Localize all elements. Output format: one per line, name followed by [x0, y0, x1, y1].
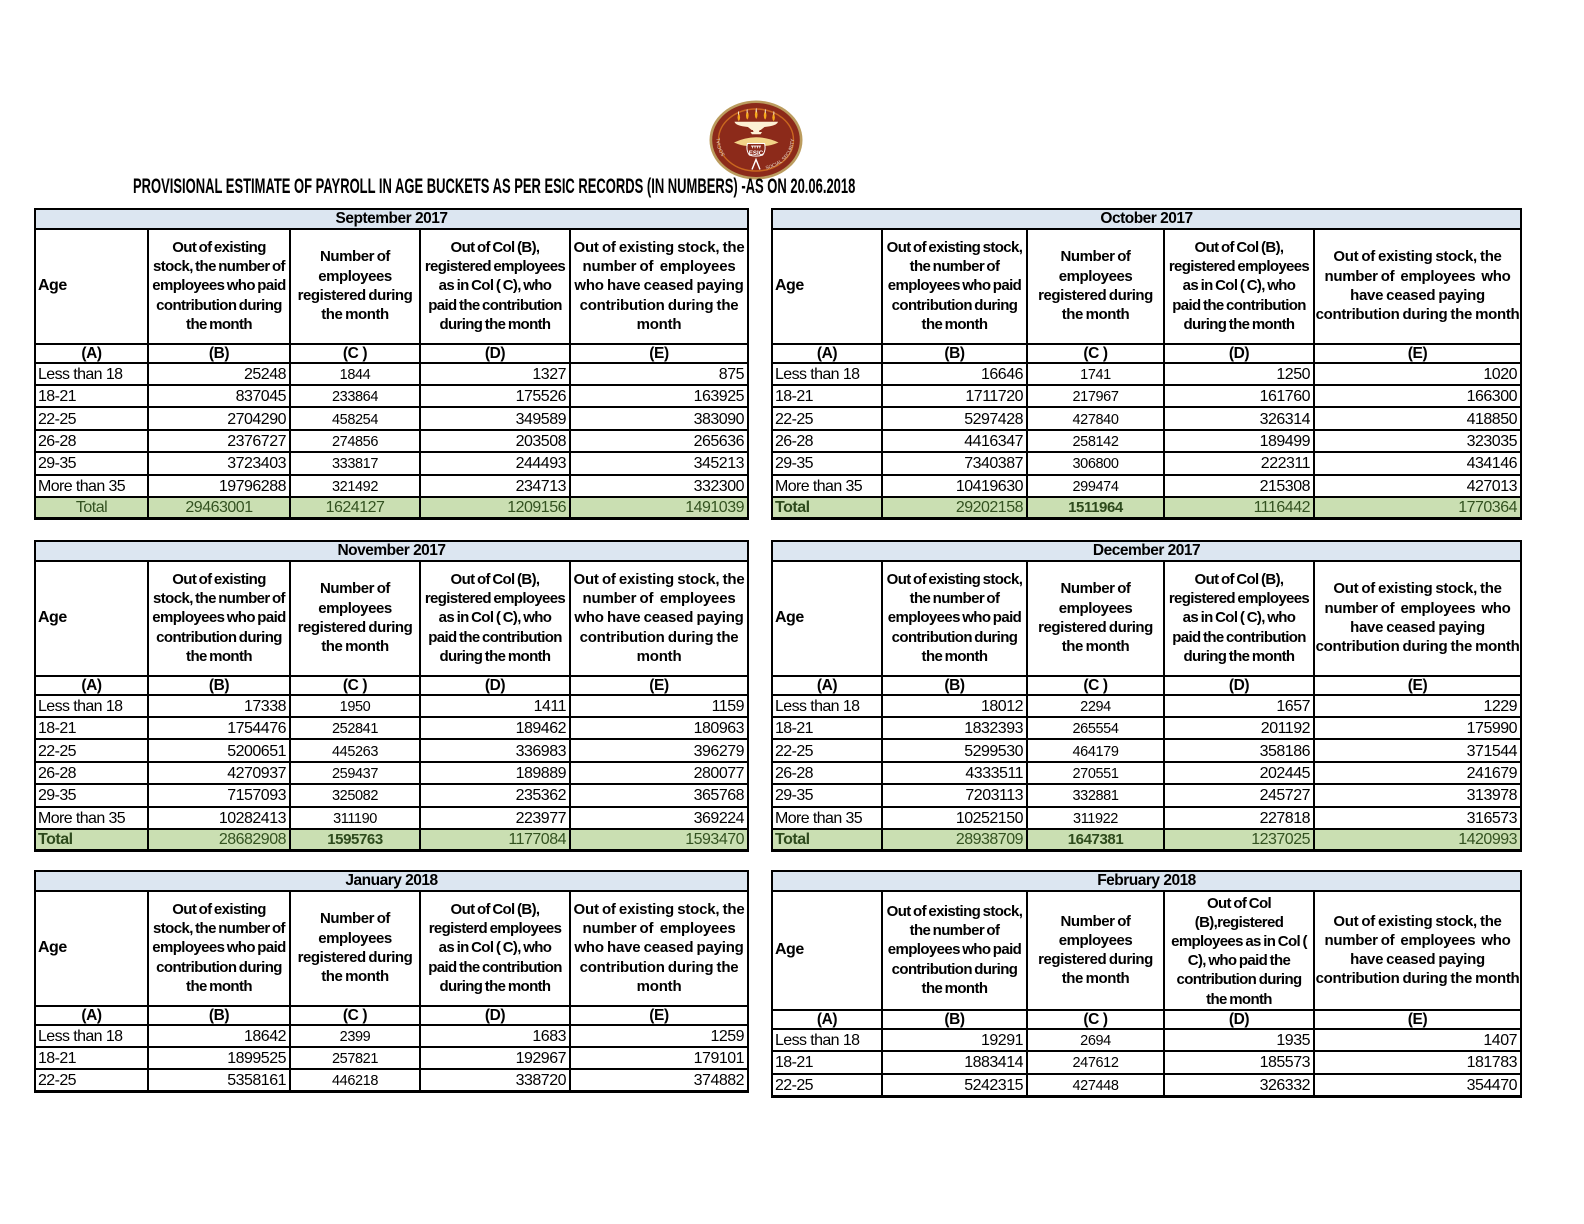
svg-text:SOCIAL: SOCIAL [716, 137, 727, 157]
svg-text:ESIC: ESIC [749, 150, 764, 157]
